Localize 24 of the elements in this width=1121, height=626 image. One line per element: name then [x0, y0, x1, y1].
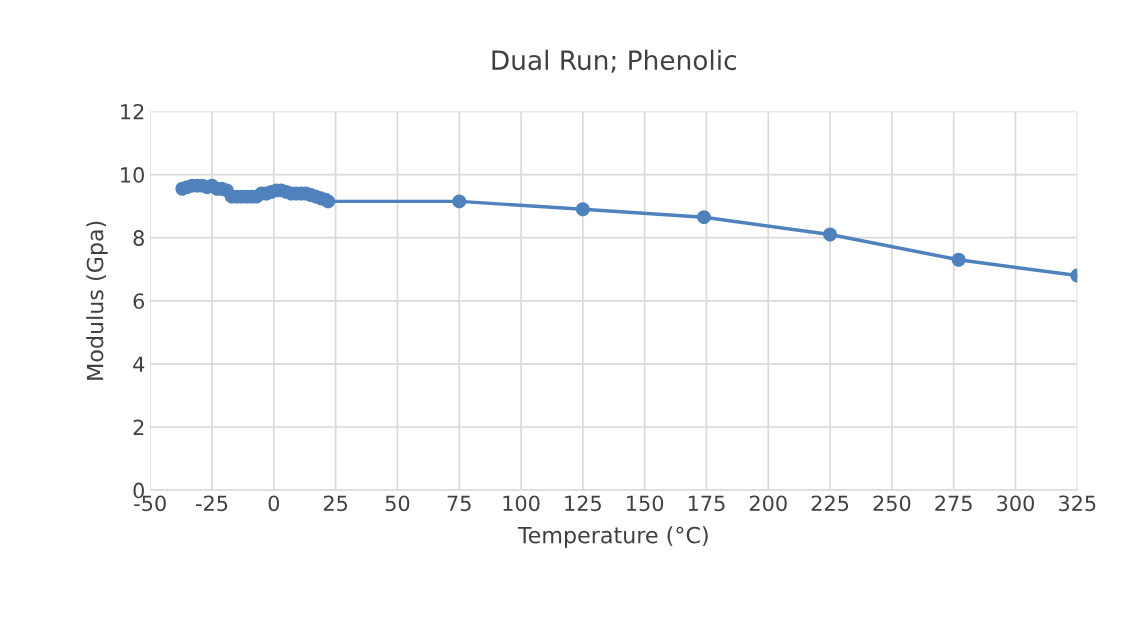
- x-tick-label: 125: [565, 495, 601, 512]
- x-tick-label: 50: [385, 495, 410, 512]
- y-tick-label: 6: [133, 293, 145, 309]
- x-tick-label: 75: [447, 495, 471, 512]
- x-tick-label: 100: [503, 495, 540, 512]
- x-tick-label: 200: [749, 495, 787, 512]
- x-tick-label: 175: [688, 495, 725, 512]
- x-tick-label: 150: [627, 495, 664, 512]
- x-tick-label: 325: [1058, 495, 1096, 512]
- x-tick-label: 0: [268, 495, 280, 512]
- y-axis-title: Modulus (Gpa): [86, 221, 108, 380]
- x-tick-label: 250: [873, 495, 911, 512]
- x-tick-label: 225: [811, 495, 849, 512]
- x-tick-label: 300: [997, 495, 1034, 512]
- x-tick-label: 25: [323, 495, 348, 512]
- y-tick-label: 12: [121, 103, 144, 120]
- x-tick-label: 275: [935, 495, 972, 512]
- y-tick-label: 10: [121, 167, 144, 183]
- chart-title: Dual Run; Phenolic: [492, 49, 736, 73]
- y-tick-label: 4: [133, 356, 145, 372]
- y-tick-label: 8: [133, 230, 144, 246]
- y-tick-label: 2: [133, 419, 144, 435]
- x-axis-title: Temperature (°C): [517, 526, 708, 548]
- x-tick-label: -25: [196, 495, 228, 512]
